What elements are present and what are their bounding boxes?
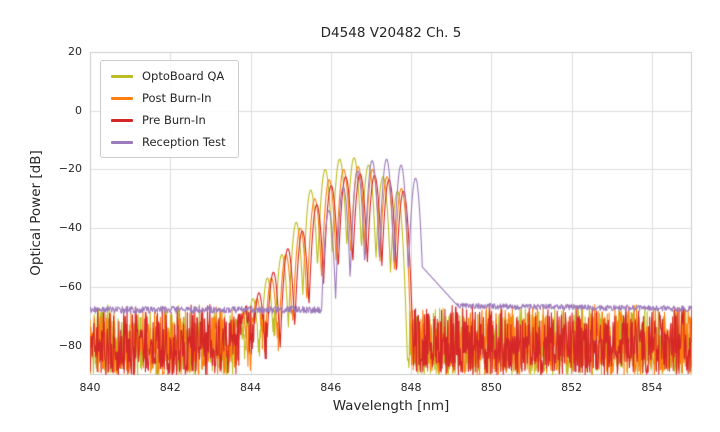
legend-item-post-burn-in: Post Burn-In [111,91,226,105]
x-tick-label: 840 [79,381,101,394]
y-tick-label: −40 [58,221,82,235]
y-tick-label: −60 [58,279,82,293]
legend-line-swatch [111,118,133,122]
legend-line-swatch [111,96,133,100]
x-tick-label: 852 [561,381,583,394]
y-tick-label: −20 [58,162,82,176]
x-tick-label: 848 [400,381,422,394]
x-axis-label: Wavelength [nm] [332,398,450,414]
x-tick-label: 846 [320,381,342,394]
y-axis-label: Optical Power [dB] [28,150,44,276]
legend-line-swatch [111,74,133,78]
y-tick-label: 0 [75,103,82,117]
legend-item-reception-test: Reception Test [111,135,226,149]
legend-item-optoboard-qa: OptoBoard QA [111,69,226,83]
x-tick-label: 844 [240,381,262,394]
y-tick-label: −80 [58,338,82,352]
legend-label: Reception Test [142,135,226,149]
x-tick-label: 842 [159,381,181,394]
legend: OptoBoard QA Post Burn-In Pre Burn-In Re… [100,60,239,158]
x-tick-label: 854 [641,381,663,394]
chart-title: D4548 V20482 Ch. 5 [320,25,462,41]
y-tick-label: 20 [68,45,82,58]
legend-label: OptoBoard QA [142,69,225,83]
legend-label: Pre Burn-In [142,113,206,127]
legend-line-swatch [111,140,133,144]
legend-label: Post Burn-In [142,91,212,105]
legend-item-pre-burn-in: Pre Burn-In [111,113,226,127]
x-tick-label: 850 [480,381,502,394]
